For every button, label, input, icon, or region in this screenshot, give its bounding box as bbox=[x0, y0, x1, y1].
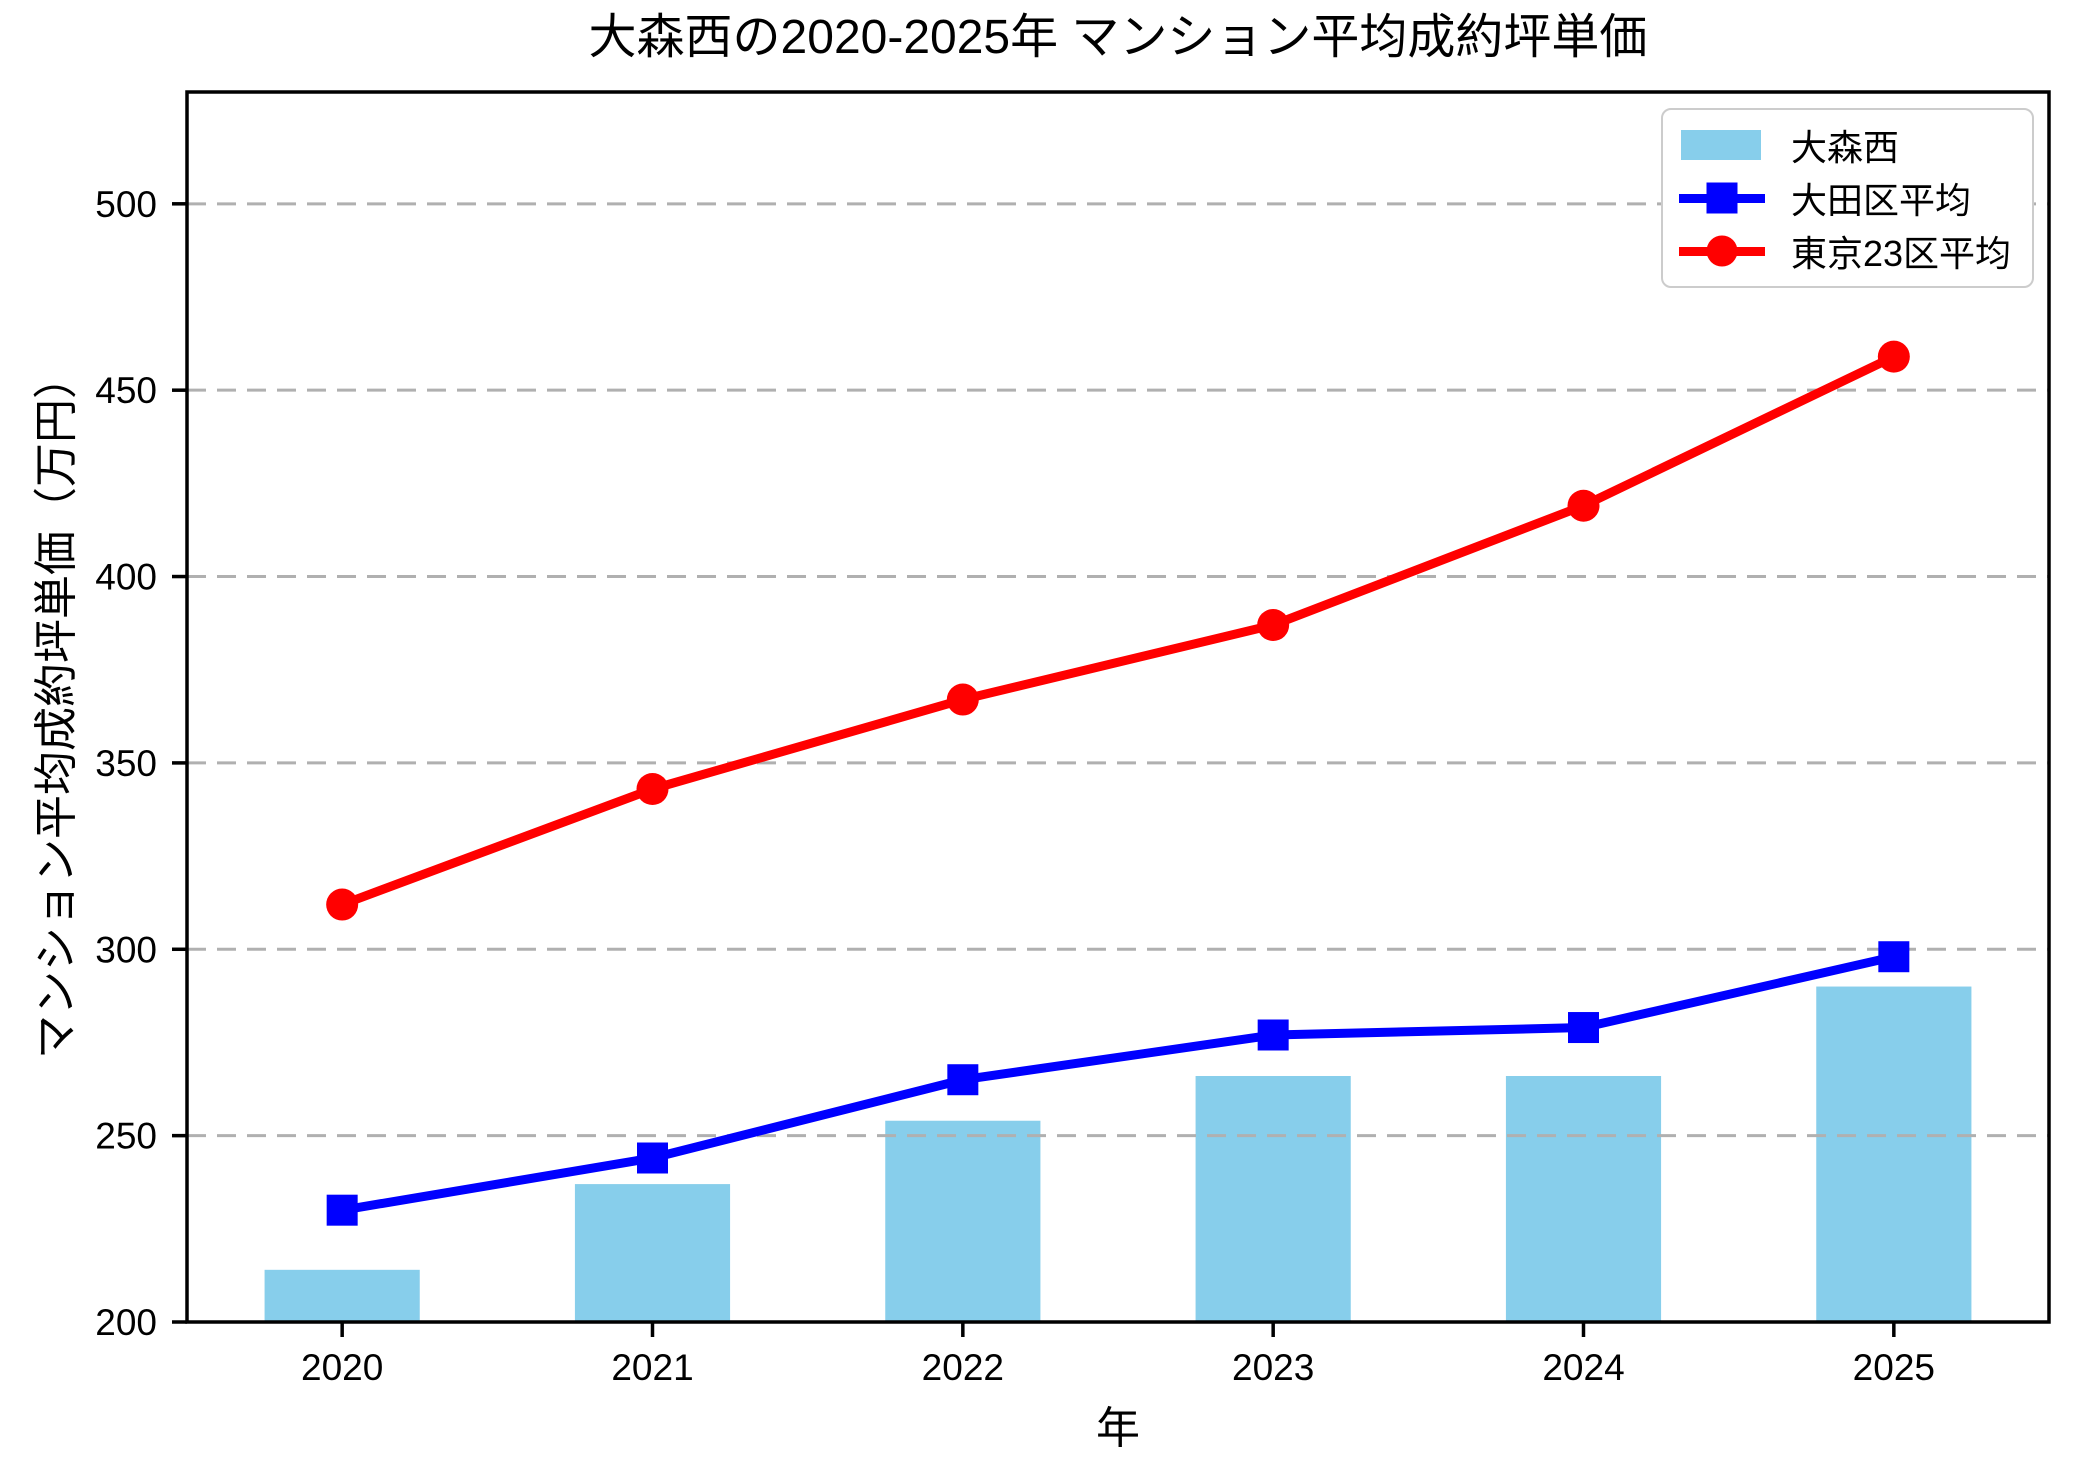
legend-item-tokyo23: 東京23区平均 bbox=[1679, 225, 2022, 277]
x-tick-label-2023: 2023 bbox=[1232, 1347, 1314, 1388]
y-tick-label-350: 350 bbox=[95, 743, 157, 784]
bar-2020 bbox=[264, 1269, 420, 1322]
y-tick-label-500: 500 bbox=[95, 184, 157, 225]
square-marker-icon bbox=[1706, 182, 1738, 214]
line-東京23区平均 bbox=[337, 352, 1899, 910]
legend-label-omorinishi: 大森西 bbox=[1791, 127, 1900, 168]
x-tick-label-2022: 2022 bbox=[922, 1347, 1004, 1388]
legend-label-otaku: 大田区平均 bbox=[1791, 180, 1972, 221]
bar-2025 bbox=[1816, 986, 1972, 1322]
x-axis-label: 年 bbox=[1096, 1404, 1140, 1453]
plot-frame bbox=[185, 90, 2051, 1324]
legend-icon-area bbox=[1679, 125, 1765, 165]
legend-icon-area bbox=[1679, 178, 1765, 218]
bar-2022 bbox=[885, 1120, 1041, 1322]
y-tick-label-300: 300 bbox=[95, 929, 157, 970]
y-tick-label-200: 200 bbox=[95, 1302, 157, 1343]
marker-circle-2021 bbox=[636, 773, 669, 805]
circle-marker-icon bbox=[1706, 235, 1738, 267]
marker-circle-2024 bbox=[1567, 489, 1600, 522]
line-大田区平均 bbox=[337, 952, 1899, 1215]
legend: 大森西 大田区平均 東京23区平均 bbox=[1661, 108, 2034, 288]
x-tick-label-2025: 2025 bbox=[1853, 1347, 1935, 1388]
bar-2023 bbox=[1195, 1076, 1351, 1322]
marker-square-2024 bbox=[1568, 1012, 1599, 1044]
marker-circle-2025 bbox=[1877, 340, 1910, 373]
marker-square-2025 bbox=[1878, 941, 1910, 973]
marker-square-2020 bbox=[326, 1194, 358, 1226]
marker-circle-2023 bbox=[1257, 609, 1290, 641]
legend-item-omorinishi: 大森西 bbox=[1679, 119, 2022, 171]
y-tick-label-450: 450 bbox=[95, 370, 157, 411]
marker-square-2021 bbox=[637, 1142, 668, 1174]
legend-icon-area bbox=[1679, 231, 1765, 271]
y-tick-label-250: 250 bbox=[95, 1116, 157, 1157]
marker-circle-2022 bbox=[946, 683, 979, 716]
bar-swatch-icon bbox=[1681, 130, 1761, 160]
y-axis-label-wrap: マンション平均成約坪単価（万円） bbox=[18, 92, 86, 1322]
y-axis-label: マンション平均成約坪単価（万円） bbox=[32, 355, 81, 1059]
x-tick-label-2021: 2021 bbox=[611, 1347, 693, 1388]
marker-square-2022 bbox=[947, 1064, 979, 1096]
chart-title: 大森西の2020-2025年 マンション平均成約坪単価 bbox=[588, 11, 1648, 64]
marker-circle-2020 bbox=[326, 888, 359, 921]
x-tick-label-2020: 2020 bbox=[301, 1347, 383, 1388]
legend-item-otaku: 大田区平均 bbox=[1679, 172, 2022, 224]
x-tick-label-2024: 2024 bbox=[1542, 1347, 1624, 1388]
bar-2024 bbox=[1505, 1076, 1662, 1322]
legend-label-tokyo23: 東京23区平均 bbox=[1791, 233, 2012, 274]
marker-square-2023 bbox=[1257, 1019, 1289, 1051]
bar-2021 bbox=[574, 1184, 731, 1322]
y-tick-label-400: 400 bbox=[95, 557, 157, 598]
